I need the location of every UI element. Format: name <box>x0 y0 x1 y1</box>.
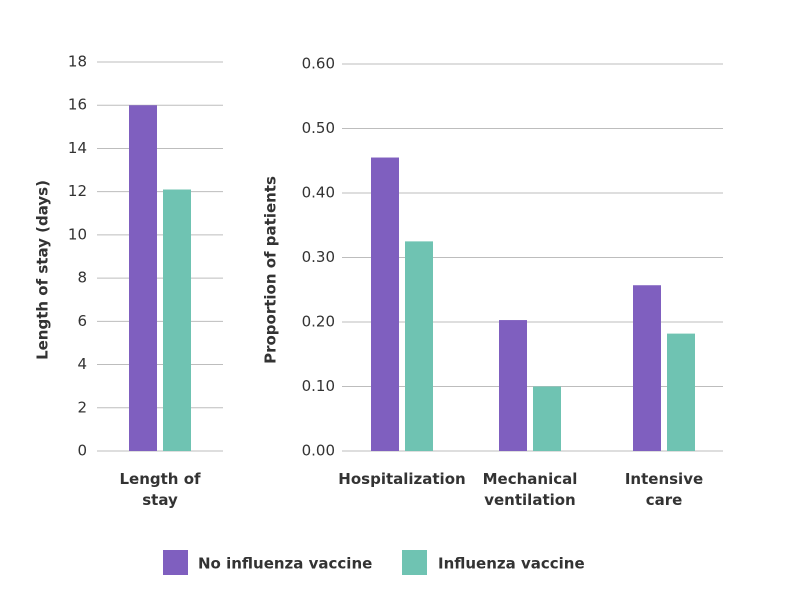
y-tick-label: 14 <box>68 139 87 157</box>
x-tick-label: Hospitalization <box>338 470 465 488</box>
bar <box>499 320 527 451</box>
legend-label: Influenza vaccine <box>438 555 585 573</box>
bar <box>371 157 399 451</box>
y-tick-label: 0 <box>77 442 87 460</box>
y-tick-label: 0.20 <box>302 313 335 331</box>
y-tick-label: 12 <box>68 182 87 200</box>
x-tick-label: Intensive care <box>625 470 703 509</box>
y-tick-label: 0.40 <box>302 184 335 202</box>
y-axis-title: Proportion of patients <box>262 176 280 364</box>
bar <box>533 386 561 451</box>
y-tick-label: 18 <box>68 53 87 71</box>
y-tick-label: 0.10 <box>302 377 335 395</box>
legend-swatch <box>402 550 427 575</box>
y-tick-label: 4 <box>77 355 87 373</box>
legend-swatch <box>163 550 188 575</box>
bar <box>405 241 433 451</box>
y-tick-label: 0.30 <box>302 248 335 266</box>
y-tick-label: 0.00 <box>302 442 335 460</box>
y-tick-label: 2 <box>77 398 87 416</box>
y-tick-label: 0.50 <box>302 119 335 137</box>
y-tick-label: 8 <box>77 269 87 287</box>
y-axis-title: Length of stay (days) <box>34 180 52 360</box>
bar <box>633 285 661 451</box>
x-tick-label: Length of stay <box>119 470 201 509</box>
x-tick-label: Mechanical ventilation <box>483 470 578 509</box>
y-tick-label: 0.60 <box>302 55 335 73</box>
legend-label: No influenza vaccine <box>198 555 372 573</box>
bar <box>667 333 695 451</box>
y-tick-label: 10 <box>68 225 87 243</box>
bar <box>129 105 157 451</box>
y-tick-label: 16 <box>68 96 87 114</box>
bar <box>163 189 191 451</box>
y-tick-label: 6 <box>77 312 87 330</box>
